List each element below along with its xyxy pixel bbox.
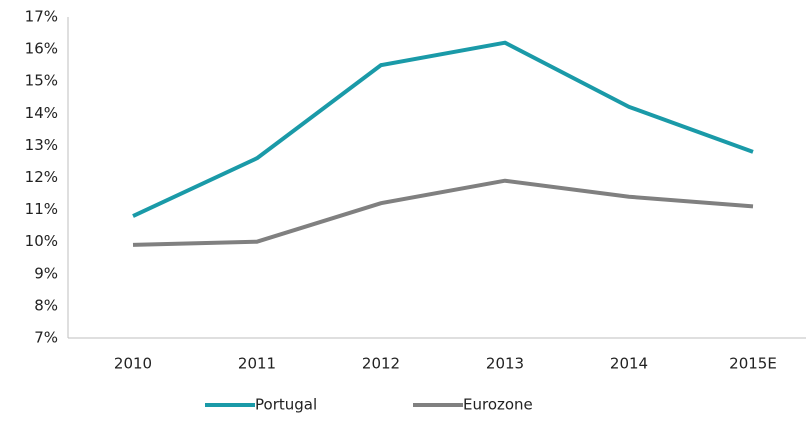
y-tick-label: 12% xyxy=(25,168,58,186)
x-tick-label: 2012 xyxy=(362,355,400,373)
legend-label: Portugal xyxy=(255,396,317,414)
y-tick-label: 10% xyxy=(25,232,58,250)
y-tick-label: 13% xyxy=(25,136,58,154)
y-tick-label: 9% xyxy=(34,264,58,282)
y-tick-label: 17% xyxy=(25,8,58,26)
x-tick-label: 2015E xyxy=(729,355,777,373)
y-tick-label: 15% xyxy=(25,72,58,90)
series-line xyxy=(132,178,754,247)
y-tick-label: 16% xyxy=(25,40,58,58)
series-line xyxy=(132,40,754,218)
y-tick-label: 11% xyxy=(25,200,58,218)
y-tick-label: 14% xyxy=(25,104,58,122)
x-tick-label: 2011 xyxy=(238,355,276,373)
x-tick-label: 2014 xyxy=(610,355,648,373)
legend-label: Eurozone xyxy=(463,396,533,414)
y-tick-label: 8% xyxy=(34,296,58,314)
x-tick-label: 2010 xyxy=(114,355,152,373)
x-tick-label: 2013 xyxy=(486,355,524,373)
y-tick-label: 7% xyxy=(34,329,58,347)
